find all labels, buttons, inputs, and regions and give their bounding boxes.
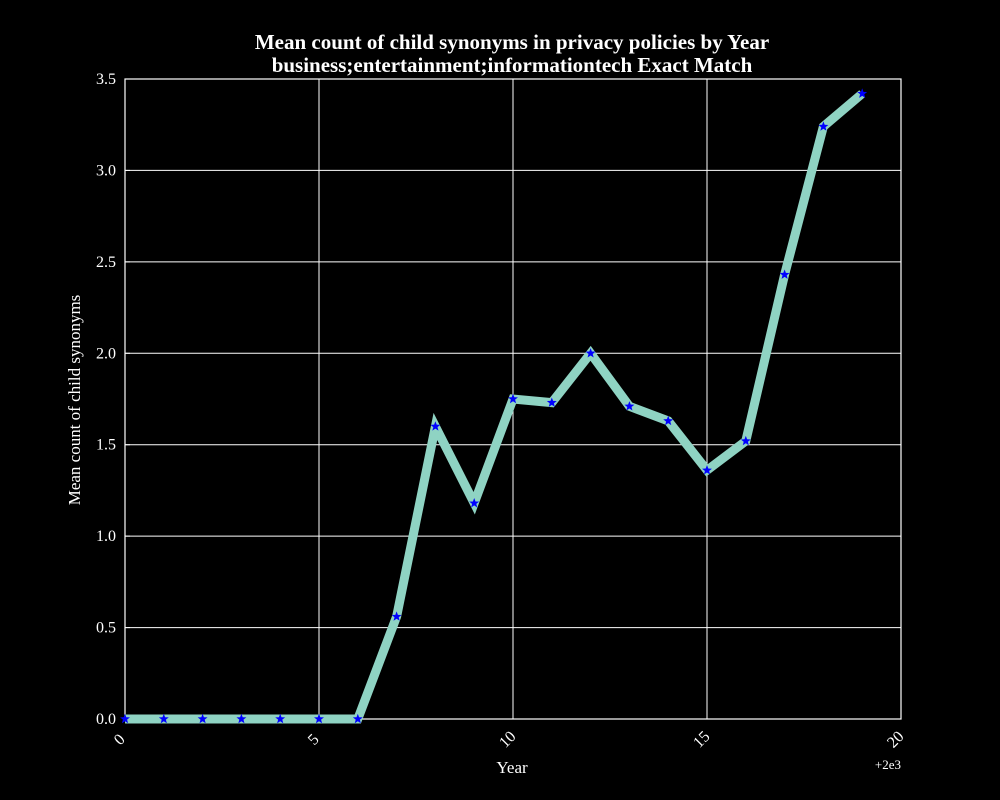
data-point-marker bbox=[508, 393, 518, 404]
x-axis-label: Year bbox=[496, 758, 528, 777]
y-tick-label: 1.5 bbox=[96, 437, 116, 454]
data-point-marker bbox=[391, 611, 402, 621]
data-point-marker bbox=[236, 713, 247, 724]
data-point-marker bbox=[158, 713, 169, 724]
grid bbox=[124, 78, 902, 720]
data-point-marker bbox=[740, 435, 751, 446]
data-point-marker bbox=[624, 401, 635, 411]
data-point-marker bbox=[546, 397, 557, 407]
x-offset-label: +2e3 bbox=[875, 757, 901, 772]
y-tick-label: 2.0 bbox=[96, 345, 116, 362]
data-point-marker bbox=[314, 713, 324, 724]
x-tick-labels: 0 5 10 15 20 bbox=[111, 728, 908, 751]
y-tick-labels: 0.0 0.5 1.0 1.5 2.0 2.5 3.0 3.5 bbox=[96, 71, 116, 728]
data-point-marker bbox=[120, 713, 130, 724]
y-tick-label: 1.0 bbox=[96, 528, 116, 545]
data-point-marker bbox=[779, 269, 790, 279]
chart-subtitle: business;entertainment;informationtech E… bbox=[272, 53, 753, 77]
data-point-marker bbox=[430, 421, 441, 431]
y-tick-label: 3.5 bbox=[96, 71, 116, 88]
data-point-marker bbox=[275, 713, 286, 724]
y-axis-label: Mean count of child synonyms bbox=[65, 295, 84, 506]
data-point-marker bbox=[702, 465, 712, 475]
y-tick-label: 2.5 bbox=[96, 254, 116, 271]
data-point-marker bbox=[352, 713, 363, 724]
data-point-marker bbox=[857, 88, 868, 98]
x-tick-label: 20 bbox=[884, 728, 907, 751]
x-tick-label: 15 bbox=[690, 728, 713, 751]
data-point-marker bbox=[663, 415, 674, 426]
x-tick-label: 0 bbox=[111, 731, 129, 749]
series-line bbox=[125, 90, 866, 724]
data-point-marker bbox=[818, 121, 829, 131]
data-point-marker bbox=[197, 713, 208, 724]
y-tick-label: 3.0 bbox=[96, 162, 116, 179]
series bbox=[120, 88, 868, 724]
y-tick-label: 0.5 bbox=[96, 620, 116, 637]
data-point-marker bbox=[469, 498, 480, 508]
data-point-marker bbox=[585, 348, 596, 358]
y-tick-label: 0.0 bbox=[96, 711, 116, 728]
x-tick-label: 5 bbox=[305, 731, 323, 749]
chart-title: Mean count of child synonyms in privacy … bbox=[255, 30, 769, 54]
x-tick-label: 10 bbox=[496, 728, 519, 751]
